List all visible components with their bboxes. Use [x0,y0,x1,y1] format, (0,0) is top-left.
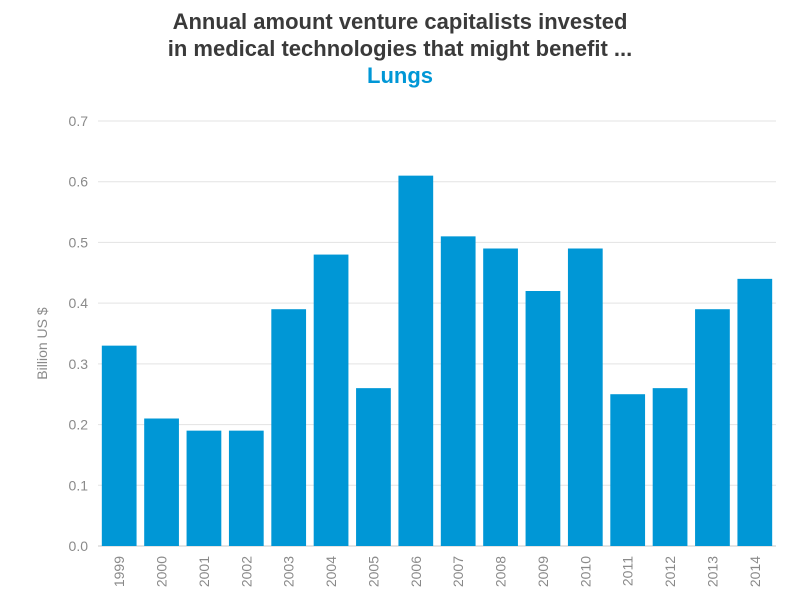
x-tick-label: 2009 [535,556,551,587]
y-tick-label: 0.3 [69,356,89,372]
x-tick-label: 2007 [450,556,466,587]
x-tick-label: 2003 [281,556,297,587]
x-tick-label: 2012 [662,556,678,587]
y-tick-label: 0.2 [69,417,89,433]
bar-2002 [228,430,264,546]
bar-2013 [695,309,730,546]
chart-title-line-1: Annual amount venture capitalists invest… [172,9,628,34]
x-tick-label: 2014 [747,556,763,587]
y-tick-labels: 0.0 0.1 0.2 0.3 0.4 0.5 0.6 0.7 [69,113,89,554]
y-tick-label: 0.5 [69,234,89,250]
bar-2011 [610,394,646,546]
x-tick-label: 2011 [620,556,636,586]
x-tick-label: 2001 [196,556,212,587]
bar-2012 [652,388,688,546]
bar-2000 [144,418,179,546]
x-tick-label: 2010 [577,556,593,587]
bar-2001 [186,430,222,546]
x-tick-label: 1999 [111,556,127,587]
y-tick-label: 0.7 [69,113,89,129]
x-tick-label: 2000 [154,556,170,587]
y-axis-label: Billion US $ [34,307,50,380]
y-tick-label: 0.6 [69,174,89,190]
chart-title: Annual amount venture capitalists invest… [0,8,800,89]
x-tick-label: 2005 [365,556,381,587]
x-tick-labels: 1999 2000 2001 2002 2003 2004 2005 2006 2007 2008… [111,556,763,587]
y-tick-label: 0.1 [69,477,89,493]
y-tick-label: 0.4 [69,295,89,311]
bars [101,175,773,547]
bar-2014 [737,278,773,546]
y-tick-label: 0.0 [69,538,89,554]
x-tick-label: 2004 [323,556,339,587]
bar-2008 [483,248,518,546]
bar-1999 [101,345,137,546]
bar-2009 [525,291,561,546]
x-tick-label: 2008 [493,556,509,587]
bar-2006 [398,175,434,546]
bar-2010 [567,248,603,546]
x-tick-label: 2013 [704,556,720,587]
x-tick-label: 2002 [238,556,254,587]
bar-2007 [440,236,476,546]
bar-2003 [271,309,307,546]
chart-title-line-2: in medical technologies that might benef… [167,36,633,61]
chart-subtitle: Lungs [367,63,433,88]
bar-2005 [356,388,391,546]
bar-2004 [313,254,349,547]
x-tick-label: 2006 [408,556,424,587]
